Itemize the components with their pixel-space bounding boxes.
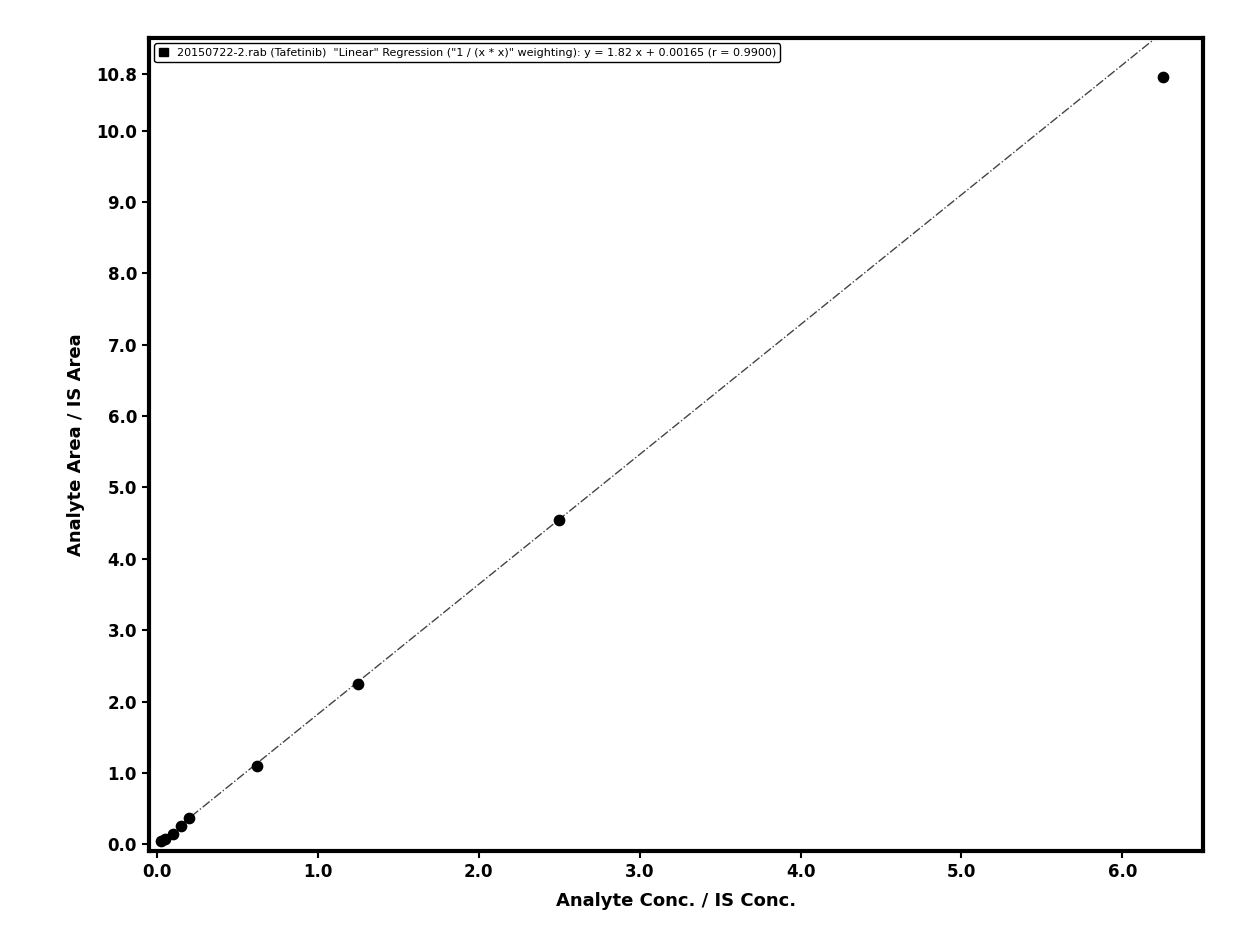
Y-axis label: Analyte Area / IS Area: Analyte Area / IS Area	[67, 333, 86, 556]
Point	[155, 832, 175, 847]
Point	[549, 512, 569, 527]
Legend: 20150722-2.rab (Tafetinib)  "Linear" Regression ("1 / (x * x)" weighting): y = 1: 20150722-2.rab (Tafetinib) "Linear" Regr…	[154, 44, 780, 62]
Point	[1153, 69, 1173, 84]
Point	[171, 819, 191, 834]
Point	[162, 827, 182, 842]
Point	[151, 833, 171, 849]
Point	[248, 759, 268, 774]
X-axis label: Analyte Conc. / IS Conc.: Analyte Conc. / IS Conc.	[556, 892, 796, 910]
Point	[179, 811, 198, 826]
Point	[348, 676, 368, 692]
